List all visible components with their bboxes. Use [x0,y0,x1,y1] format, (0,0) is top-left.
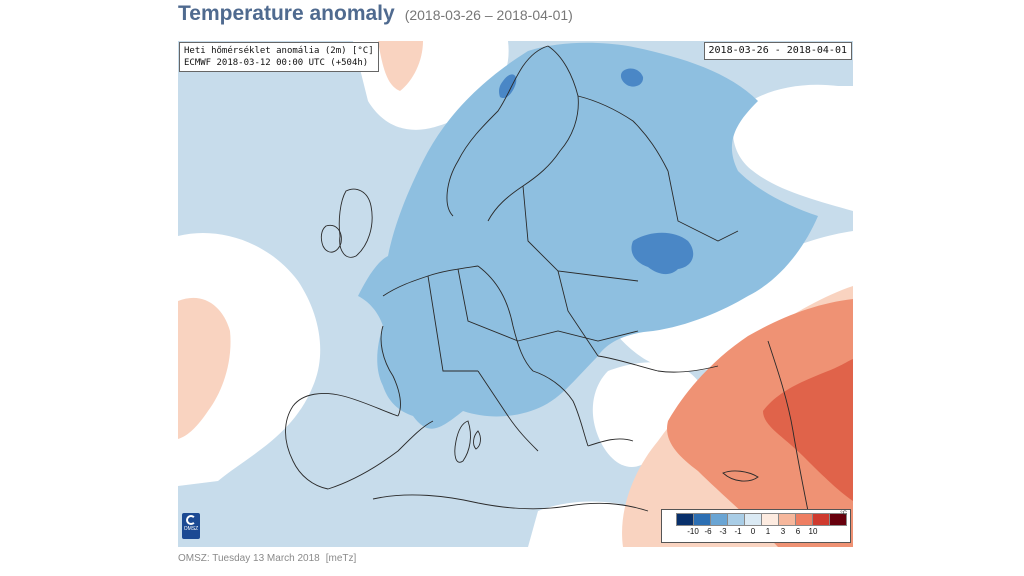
legend-tick-label: -6 [704,527,712,536]
legend-tick-label: 10 [808,527,818,536]
legend-swatch [693,513,711,526]
omsz-swirl-icon [186,515,196,525]
legend-tick-label: 1 [765,527,771,536]
legend-swatch [676,513,694,526]
footer-tag: [meTz] [325,553,357,564]
info-variable-label: Heti hőmérséklet anomália (2m) [°C] [184,46,374,56]
anomaly-map[interactable]: Heti hőmérséklet anomália (2m) [°C] ECMW… [178,41,853,547]
legend-swatch [812,513,830,526]
legend-tick-label: 6 [795,527,801,536]
legend-swatch [710,513,728,526]
footer-source: OMSZ: Tuesday 13 March 2018 [178,553,320,564]
legend-swatch [795,513,813,526]
map-info-box: Heti hőmérséklet anomália (2m) [°C] ECMW… [179,42,379,72]
legend-tick-label: -1 [734,527,742,536]
legend-tick-label: -3 [719,527,727,536]
strong-cold-core-scandinavia [499,74,517,99]
cold-anomaly-zone [358,42,818,429]
strong-warm-zone [763,359,853,501]
legend-swatches [676,513,847,526]
page-header: Temperature anomaly (2018-03-26 – 2018-0… [178,2,573,30]
legend-tick-label: -10 [687,527,699,536]
omsz-logo-text: OMSZ [183,526,199,532]
legend-swatch [778,513,796,526]
legend-swatch [727,513,745,526]
moderate-warm-zone [667,299,853,547]
warm-patch-north-atlantic [378,41,423,91]
map-date-box: 2018-03-26 - 2018-04-01 [703,42,852,60]
legend-tick-label: 0 [750,527,756,536]
strong-cold-core [631,232,694,275]
warm-patch-atlantic [178,297,231,439]
page-footer: OMSZ: Tuesday 13 March 2018 [meTz] [178,553,356,564]
color-legend: °C -10 -6 -3 -1 0 1 3 6 10 [661,509,851,543]
info-model-run: ECMWF 2018-03-12 00:00 UTC (+504h) [184,58,369,68]
strong-cold-core-north [620,68,644,87]
legend-unit: °C [840,511,847,517]
date-range-subtitle: (2018-03-26 – 2018-04-01) [404,7,573,23]
legend-swatch [761,513,779,526]
coastlines-borders [285,45,809,512]
legend-swatch [829,513,847,526]
page-title: Temperature anomaly [178,2,395,25]
legend-swatch [744,513,762,526]
map-canvas [178,41,853,547]
omsz-logo: OMSZ [182,513,200,539]
legend-tick-label: 3 [780,527,786,536]
